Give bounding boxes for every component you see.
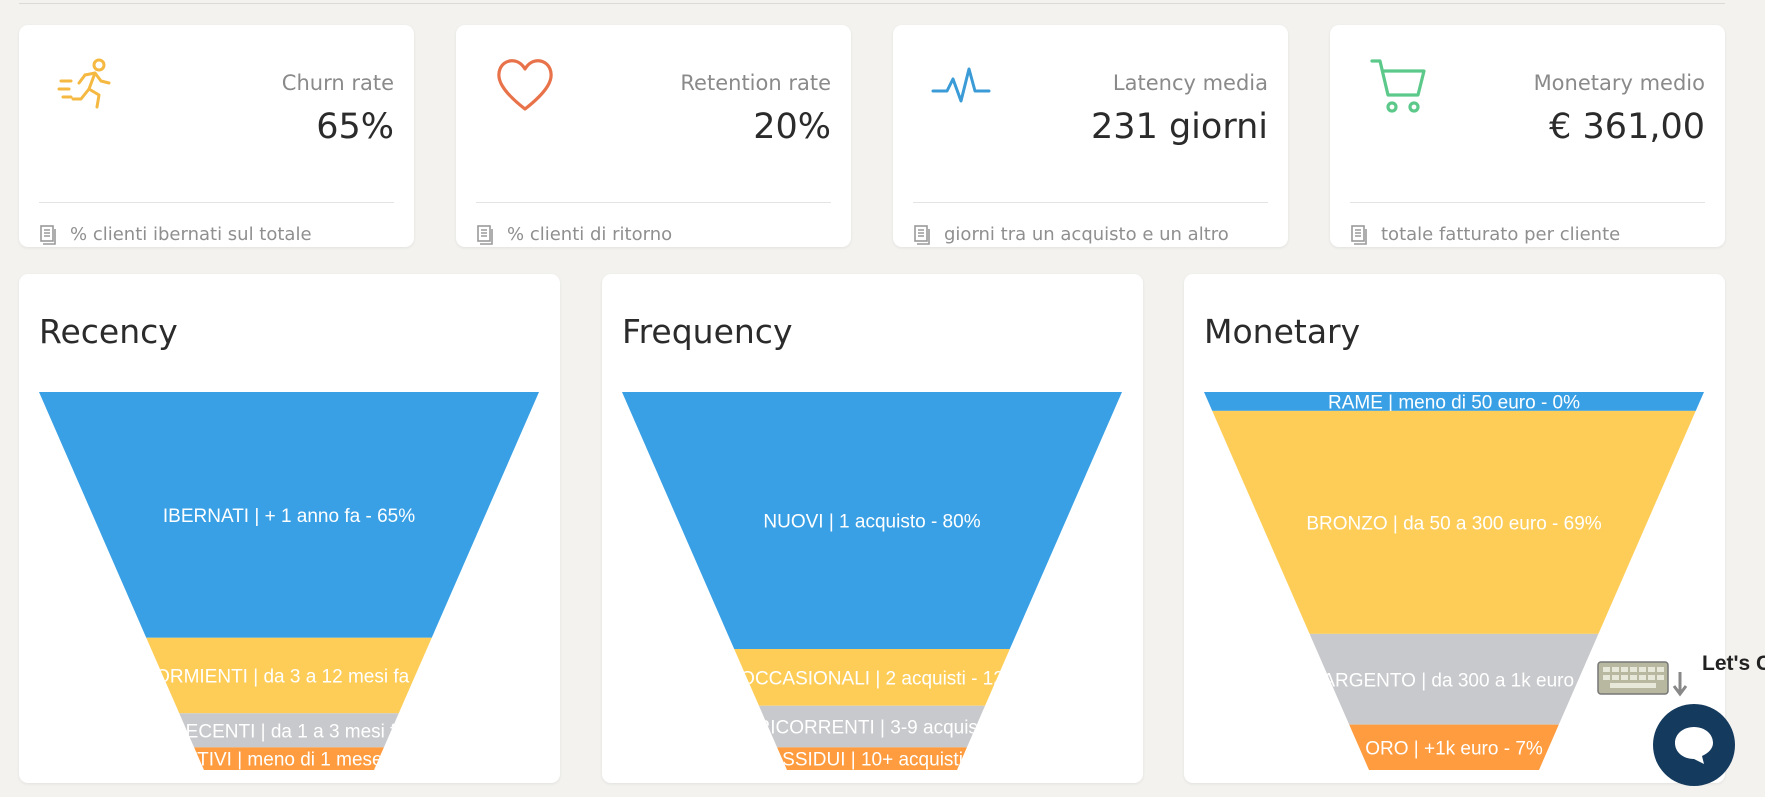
stat-footer: % clienti ibernati sul totale — [39, 224, 312, 245]
funnel-segment-label: RECENTI | da 1 a 3 mesi fa — [172, 721, 407, 742]
funnel-title: Recency — [39, 312, 178, 351]
stat-divider — [39, 202, 394, 203]
funnel-segment-label: ASSIDUI | 10+ acquisti - — [769, 750, 974, 770]
stat-label: Churn rate — [281, 71, 394, 95]
funnel-segment-label: OCCASIONALI | 2 acquisti - 12 — [740, 668, 1004, 689]
heart-icon — [497, 59, 553, 111]
stat-divider — [1350, 202, 1705, 203]
funnel-chart-frequency: NUOVI | 1 acquisto - 80% OCCASIONALI | 2 … — [622, 392, 1122, 770]
keyboard-icon — [1597, 661, 1669, 695]
funnel-segment[interactable] — [179, 713, 399, 748]
funnel-segment[interactable] — [1204, 392, 1704, 411]
funnel-segment[interactable] — [1212, 410, 1696, 634]
document-icon — [477, 224, 493, 245]
funnel-segment-label: ARGENTO | da 300 a 1k euro - — [1322, 670, 1585, 691]
stat-divider — [913, 202, 1268, 203]
stat-card-retention: Retention rate 20% % clienti di ritorno — [456, 25, 851, 247]
stat-value: 65% — [316, 107, 394, 147]
funnel-chart-monetary: RAME | meno di 50 euro - 0% BRONZO | da 5… — [1204, 392, 1704, 770]
chat-widget-graphic — [1597, 661, 1688, 697]
stat-footer-text: totale fatturato per cliente — [1381, 224, 1621, 245]
pulse-icon — [931, 67, 991, 103]
stat-footer-text: % clienti di ritorno — [507, 224, 673, 245]
stat-footer: % clienti di ritorno — [476, 224, 672, 245]
stat-card-monetary: Monetary medio € 361,00 totale fatturato… — [1330, 25, 1725, 247]
funnel-segment-label: RICORRENTI | 3-9 acquisti — [757, 718, 988, 739]
stat-label: Monetary medio — [1533, 71, 1705, 95]
stat-card-latency: Latency media 231 giorni giorni tra un a… — [893, 25, 1288, 247]
funnel-card-monetary: Monetary RAME | meno di 50 euro - 0% BRON… — [1184, 274, 1725, 783]
funnel-chart-recency: IBERNATI | + 1 anno fa - 65% DORMIENTI | … — [39, 392, 539, 770]
funnel-card-frequency: Frequency NUOVI | 1 acquisto - 80% OCCASI… — [602, 274, 1143, 783]
chat-bubble-icon — [1675, 727, 1713, 764]
funnel-title: Frequency — [622, 312, 793, 351]
document-icon — [1351, 224, 1367, 245]
funnel-segment-label: DORMIENTI | da 3 a 12 mesi fa - 2 — [141, 667, 436, 688]
funnel-segment-label: BRONZO | da 50 a 300 euro - 69% — [1306, 513, 1601, 534]
funnel-title: Monetary — [1204, 312, 1361, 351]
funnel-segment[interactable] — [734, 649, 1010, 706]
funnel-segment-label: NUOVI | 1 acquisto - 80% — [763, 512, 980, 533]
stat-footer-text: giorni tra un acquisto e un altro — [944, 224, 1229, 245]
document-icon — [914, 224, 930, 245]
lets-chat-label[interactable]: Let's Chat — [1702, 652, 1765, 675]
stat-footer: totale fatturato per cliente — [1350, 224, 1620, 245]
stat-value: € 361,00 — [1549, 107, 1705, 147]
funnel-segment[interactable] — [146, 637, 432, 714]
funnel-segment[interactable] — [777, 747, 967, 770]
funnel-segment[interactable] — [758, 705, 986, 748]
funnel-segment[interactable] — [39, 392, 539, 638]
stat-divider — [476, 202, 831, 203]
stat-label: Retention rate — [680, 71, 831, 95]
stat-card-churn: Churn rate 65% % clienti ibernati sul to… — [19, 25, 414, 247]
running-person-icon — [57, 58, 111, 109]
funnel-segment-label: ORO | +1k euro - 7% — [1365, 738, 1543, 759]
stat-footer-text: % clienti ibernati sul totale — [70, 224, 312, 245]
funnel-card-recency: Recency IBERNATI | + 1 anno fa - 65% DORM… — [19, 274, 560, 783]
stat-value: 20% — [753, 107, 831, 147]
funnel-segment[interactable] — [1349, 724, 1559, 770]
document-icon — [40, 224, 56, 245]
funnel-segment-label: ATTIVI | meno di 1 mese fa — [174, 750, 404, 770]
stat-value: 231 giorni — [1091, 107, 1268, 147]
top-divider — [19, 3, 1725, 4]
funnel-segment-label: IBERNATI | + 1 anno fa - 65% — [163, 506, 415, 527]
funnel-segment-label: RAME | meno di 50 euro - 0% — [1328, 392, 1580, 413]
funnel-segment[interactable] — [1309, 633, 1599, 725]
chat-launcher-button[interactable] — [1653, 704, 1735, 786]
stat-label: Latency media — [1112, 71, 1268, 95]
shopping-cart-icon — [1370, 59, 1426, 113]
funnel-segment[interactable] — [622, 392, 1122, 650]
funnel-segment[interactable] — [194, 747, 384, 770]
stat-footer: giorni tra un acquisto e un altro — [913, 224, 1229, 245]
